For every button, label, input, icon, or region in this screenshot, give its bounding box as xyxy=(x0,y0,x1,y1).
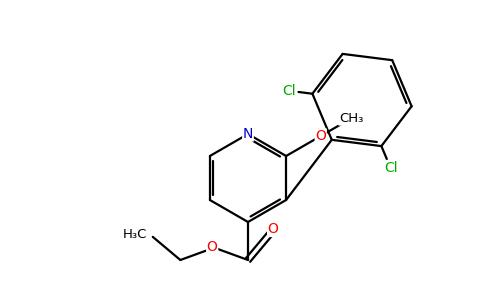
Text: O: O xyxy=(315,129,326,143)
Text: O: O xyxy=(268,222,279,236)
Text: H₃C: H₃C xyxy=(122,228,147,242)
Text: O: O xyxy=(207,240,218,254)
Text: Cl: Cl xyxy=(282,84,295,98)
Text: Cl: Cl xyxy=(384,161,397,175)
Text: CH₃: CH₃ xyxy=(339,112,363,125)
Text: N: N xyxy=(243,127,253,141)
